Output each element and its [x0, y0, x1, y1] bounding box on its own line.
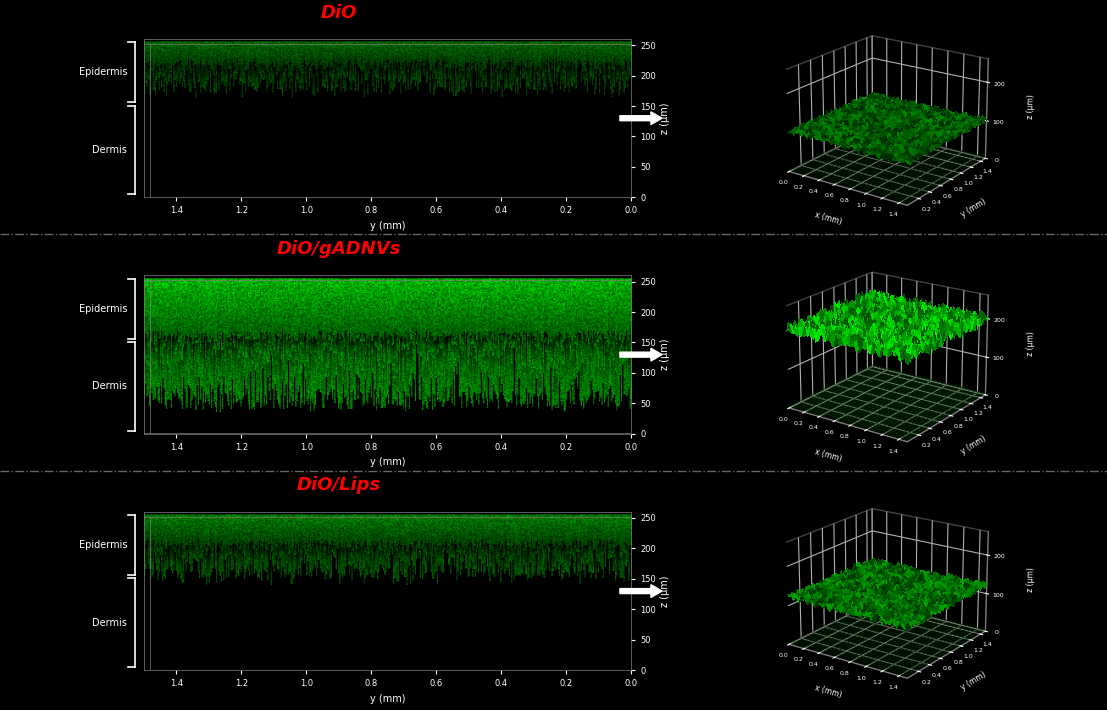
Y-axis label: y (mm): y (mm): [959, 670, 987, 692]
Text: Dermis: Dermis: [92, 381, 127, 391]
Text: DiO: DiO: [321, 4, 356, 21]
Text: Dermis: Dermis: [92, 145, 127, 155]
Y-axis label: y (mm): y (mm): [959, 197, 987, 219]
Y-axis label: z (μm): z (μm): [660, 102, 670, 134]
X-axis label: y (mm): y (mm): [370, 694, 405, 704]
Text: DiO/gADNVs: DiO/gADNVs: [277, 240, 401, 258]
Text: Epidermis: Epidermis: [79, 304, 127, 314]
Text: DiO/Lips: DiO/Lips: [297, 476, 381, 494]
Text: Epidermis: Epidermis: [79, 540, 127, 550]
Y-axis label: z (μm): z (μm): [660, 339, 670, 371]
Y-axis label: z (μm): z (μm): [660, 575, 670, 607]
X-axis label: x (mm): x (mm): [814, 684, 842, 700]
Y-axis label: y (mm): y (mm): [959, 434, 987, 456]
Text: Epidermis: Epidermis: [79, 67, 127, 77]
X-axis label: y (mm): y (mm): [370, 457, 405, 467]
X-axis label: y (mm): y (mm): [370, 221, 405, 231]
X-axis label: x (mm): x (mm): [814, 211, 842, 227]
Text: Dermis: Dermis: [92, 618, 127, 628]
X-axis label: x (mm): x (mm): [814, 447, 842, 464]
